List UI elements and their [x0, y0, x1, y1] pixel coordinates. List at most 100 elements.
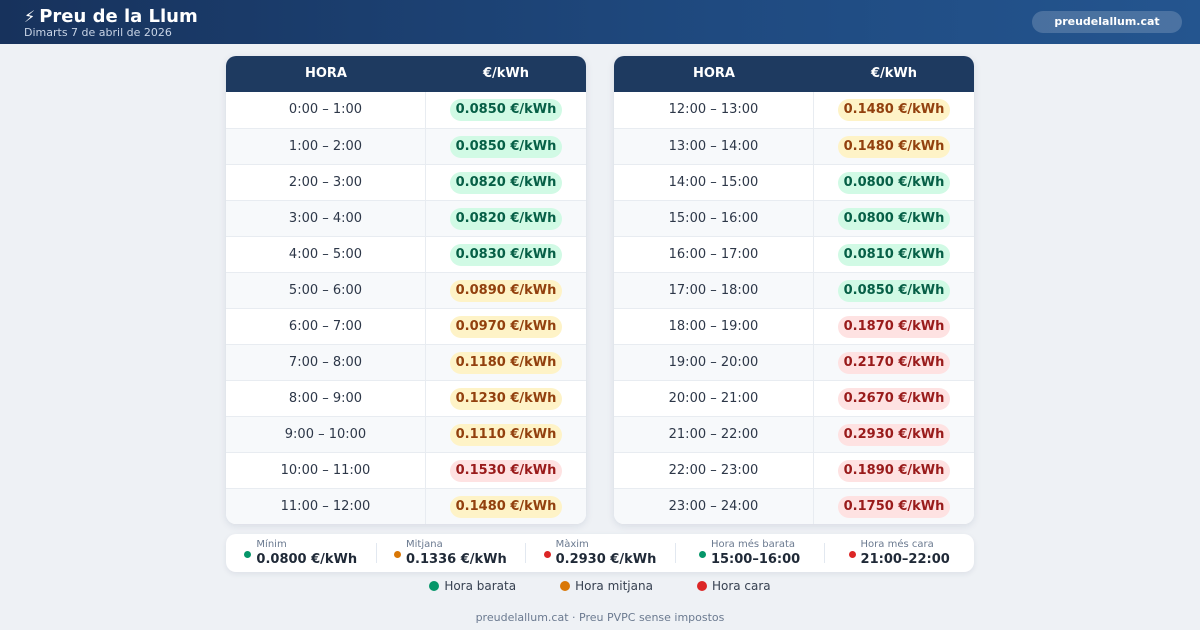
stat-text: Hora més cara 21:00–22:00 — [861, 539, 950, 568]
table-row: 23:00 – 24:00 0.1750 €/kWh — [614, 488, 974, 524]
price-badge: 0.1230 €/kWh — [449, 387, 563, 410]
table-row: 1:00 – 2:00 0.0850 €/kWh — [226, 128, 586, 164]
stat-value: 0.0800 €/kWh — [256, 551, 358, 567]
table-row: 11:00 – 12:00 0.1480 €/kWh — [226, 488, 586, 524]
price-cell: 0.2930 €/kWh — [814, 423, 974, 446]
price-badge: 0.2930 €/kWh — [837, 423, 951, 446]
price-badge: 0.1530 €/kWh — [449, 459, 563, 482]
price-badge: 0.2670 €/kWh — [837, 387, 951, 410]
hour-cell: 7:00 – 8:00 — [226, 345, 426, 380]
table-row: 12:00 – 13:00 0.1480 €/kWh — [614, 92, 974, 128]
stat-item: Hora més barata 15:00–16:00 — [674, 534, 825, 572]
price-badge: 0.1890 €/kWh — [837, 459, 951, 482]
stat-label: Màxim — [555, 538, 589, 550]
price-cell: 0.0830 €/kWh — [426, 243, 586, 266]
price-cell: 0.1480 €/kWh — [814, 135, 974, 158]
stat-dot-icon — [394, 550, 402, 558]
price-badge: 0.1180 €/kWh — [449, 351, 563, 374]
stats-summary-bar: Mínim 0.0800 €/kWh Mitjana 0.1336 €/kWh Màxi… — [226, 534, 974, 572]
price-badge: 0.0850 €/kWh — [449, 135, 563, 158]
table-row: 6:00 – 7:00 0.0970 €/kWh — [226, 308, 586, 344]
stat-dot-icon — [848, 550, 856, 558]
table-row: 0:00 – 1:00 0.0850 €/kWh — [226, 92, 586, 128]
price-cell: 0.1750 €/kWh — [814, 495, 974, 518]
table-body: 12:00 – 13:00 0.1480 €/kWh 13:00 – 14:00 0.… — [614, 92, 974, 524]
table-row: 9:00 – 10:00 0.1110 €/kWh — [226, 416, 586, 452]
table-header: HORA €/kWh — [226, 56, 586, 92]
price-cell: 0.1110 €/kWh — [426, 423, 586, 446]
table-row: 18:00 – 19:00 0.1870 €/kWh — [614, 308, 974, 344]
stat-label: Mitjana — [406, 538, 443, 550]
stat-value: 0.1336 €/kWh — [406, 551, 507, 567]
price-table-morning: HORA €/kWh 0:00 – 1:00 0.0850 €/kWh 1:00 –… — [226, 56, 586, 524]
price-badge: 0.1110 €/kWh — [449, 423, 563, 446]
stat-label: Hora més cara — [860, 538, 934, 550]
price-cell: 0.1180 €/kWh — [426, 351, 586, 374]
legend-dot-icon — [560, 581, 571, 591]
price-badge: 0.0800 €/kWh — [837, 171, 951, 194]
price-badge: 0.2170 €/kWh — [837, 351, 951, 374]
hour-cell: 15:00 – 16:00 — [614, 201, 814, 236]
hour-cell: 3:00 – 4:00 — [226, 201, 426, 236]
price-badge: 0.1750 €/kWh — [837, 495, 951, 518]
price-cell: 0.0850 €/kWh — [814, 279, 974, 302]
page-title-text: Preu de la Llum — [39, 6, 198, 27]
price-badge: 0.0830 €/kWh — [449, 243, 563, 266]
price-cell: 0.1890 €/kWh — [814, 459, 974, 482]
hour-cell: 14:00 – 15:00 — [614, 165, 814, 200]
site-link-button[interactable]: preudelallum.cat — [1032, 11, 1182, 33]
hour-cell: 13:00 – 14:00 — [614, 129, 814, 164]
price-cell: 0.2670 €/kWh — [814, 387, 974, 410]
table-row: 16:00 – 17:00 0.0810 €/kWh — [614, 236, 974, 272]
hour-cell: 6:00 – 7:00 — [226, 309, 426, 344]
table-row: 7:00 – 8:00 0.1180 €/kWh — [226, 344, 586, 380]
legend-item: Hora barata — [429, 578, 516, 594]
hour-cell: 16:00 – 17:00 — [614, 237, 814, 272]
page-footer: preudelallum.cat · Preu PVPC sense impos… — [475, 611, 725, 624]
table-row: 22:00 – 23:00 0.1890 €/kWh — [614, 452, 974, 488]
hour-cell: 23:00 – 24:00 — [614, 489, 814, 524]
column-header-hour: HORA — [304, 66, 347, 81]
hour-cell: 0:00 – 1:00 — [226, 92, 426, 128]
column-header-price: €/kWh — [482, 66, 530, 81]
stat-dot-icon — [543, 550, 551, 558]
legend-label: Hora barata — [444, 579, 517, 593]
stat-text: Mitjana 0.1336 €/kWh — [406, 539, 507, 568]
legend-dot-icon — [696, 581, 707, 591]
page-date: Dimarts 7 de abril de 2026 — [24, 26, 172, 39]
hour-cell: 1:00 – 2:00 — [226, 129, 426, 164]
price-table-afternoon: HORA €/kWh 12:00 – 13:00 0.1480 €/kWh 13:0… — [614, 56, 974, 524]
price-cell: 0.0890 €/kWh — [426, 279, 586, 302]
price-cell: 0.1480 €/kWh — [814, 99, 974, 121]
hour-cell: 4:00 – 5:00 — [226, 237, 426, 272]
hour-cell: 10:00 – 11:00 — [226, 453, 426, 488]
price-badge: 0.0810 €/kWh — [837, 243, 951, 266]
price-badge: 0.1480 €/kWh — [837, 135, 951, 158]
stat-label: Hora més barata — [710, 538, 796, 550]
table-row: 5:00 – 6:00 0.0890 €/kWh — [226, 272, 586, 308]
price-badge: 0.0890 €/kWh — [449, 279, 563, 302]
table-row: 2:00 – 3:00 0.0820 €/kWh — [226, 164, 586, 200]
price-cell: 0.0850 €/kWh — [426, 135, 586, 158]
price-badge: 0.0800 €/kWh — [837, 207, 951, 230]
lightning-bolt-icon: ⚡ — [24, 7, 36, 26]
stat-value: 15:00–16:00 — [710, 551, 801, 567]
stat-item: Mínim 0.0800 €/kWh — [226, 534, 376, 572]
table-row: 10:00 – 11:00 0.1530 €/kWh — [226, 452, 586, 488]
price-cell: 0.0800 €/kWh — [814, 171, 974, 194]
hour-cell: 22:00 – 23:00 — [614, 453, 814, 488]
stat-item: Hora més cara 21:00–22:00 — [824, 534, 974, 572]
table-row: 3:00 – 4:00 0.0820 €/kWh — [226, 200, 586, 236]
hour-cell: 5:00 – 6:00 — [226, 273, 426, 308]
legend-item: Hora cara — [696, 578, 771, 594]
hour-cell: 19:00 – 20:00 — [614, 345, 814, 380]
price-cell: 0.1870 €/kWh — [814, 315, 974, 338]
price-cell: 0.0820 €/kWh — [426, 207, 586, 230]
column-header-price: €/kWh — [870, 66, 918, 81]
legend-label: Hora mitjana — [575, 579, 653, 593]
table-row: 14:00 – 15:00 0.0800 €/kWh — [614, 164, 974, 200]
stat-item: Mitjana 0.1336 €/kWh — [375, 534, 526, 572]
price-cell: 0.0970 €/kWh — [426, 315, 586, 338]
table-row: 21:00 – 22:00 0.2930 €/kWh — [614, 416, 974, 452]
hour-cell: 2:00 – 3:00 — [226, 165, 426, 200]
